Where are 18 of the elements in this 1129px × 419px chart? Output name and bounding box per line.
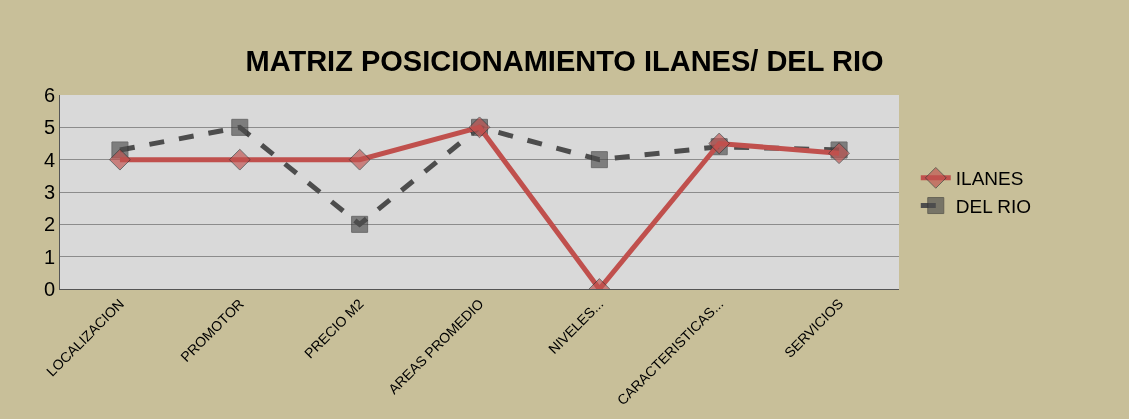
point: [109, 148, 131, 171]
y-tick-label: 4: [43, 148, 55, 171]
legend-label: ILANES: [955, 168, 1024, 190]
y-tick-label: 0: [43, 278, 55, 300]
y-tick-label: 1: [43, 245, 55, 268]
point: [351, 215, 369, 233]
y-tick-label: 6: [43, 84, 55, 106]
y-tick-label: 3: [43, 181, 55, 203]
y-tick-label: 2: [43, 213, 55, 236]
point: [348, 148, 371, 171]
point: [231, 118, 249, 136]
y-tick-label: 5: [43, 116, 55, 139]
chart-title: MATRIZ POSICIONAMIENTO ILANES/ DEL RIO: [245, 44, 884, 77]
legend-label: DEL RIO: [955, 195, 1032, 217]
point: [828, 142, 850, 165]
point: [590, 151, 608, 169]
point: [708, 132, 731, 155]
point: [228, 148, 251, 171]
